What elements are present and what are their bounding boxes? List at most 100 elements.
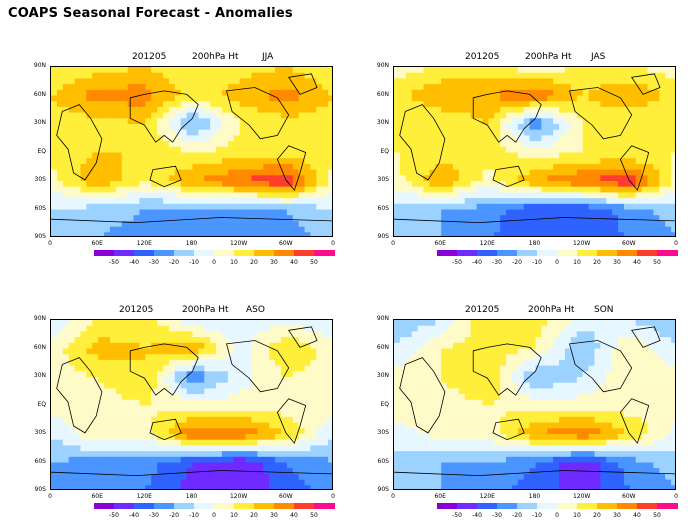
anomaly-cell: [275, 152, 282, 159]
anomaly-cell: [488, 67, 495, 74]
anomaly-cell: [198, 365, 205, 372]
anomaly-cell: [582, 141, 590, 148]
anomaly-cell: [629, 198, 637, 205]
anomaly-cell: [517, 203, 525, 211]
anomaly-cell: [458, 337, 466, 344]
anomaly-cell: [62, 118, 70, 125]
anomaly-cell: [647, 78, 655, 85]
anomaly-cell: [488, 84, 495, 91]
anomaly-cell: [275, 169, 282, 176]
anomaly-cell: [588, 106, 596, 114]
anomaly-cell: [606, 203, 613, 211]
anomaly-cell: [163, 175, 170, 182]
anomaly-cell: [553, 325, 560, 332]
anomaly-cell: [56, 428, 64, 435]
anomaly-cell: [168, 359, 176, 367]
anomaly-cell: [157, 382, 164, 389]
anomaly-cell: [257, 226, 264, 233]
anomaly-cell: [328, 203, 332, 211]
anomaly-cell: [659, 342, 666, 350]
anomaly-cell: [174, 462, 182, 469]
anomaly-cell: [494, 84, 501, 91]
anomaly-cell: [292, 394, 300, 401]
anomaly-cell: [139, 399, 146, 407]
anomaly-cell: [429, 203, 436, 211]
anomaly-cell: [286, 112, 294, 119]
anomaly-cell: [275, 181, 282, 188]
anomaly-cell: [80, 141, 87, 148]
anomaly-cell: [541, 209, 548, 216]
anomaly-cell: [139, 439, 146, 446]
anomaly-cell: [452, 192, 460, 199]
anomaly-cell: [80, 456, 87, 464]
anomaly-cell: [74, 354, 82, 361]
anomaly-cell: [606, 371, 613, 378]
anomaly-cell: [470, 342, 478, 350]
colorbar-swatch: [314, 250, 335, 256]
anomaly-cell: [157, 84, 164, 91]
anomaly-cell: [168, 95, 176, 102]
anomaly-cell: [399, 106, 407, 114]
anomaly-cell: [470, 135, 478, 142]
anomaly-cell: [292, 405, 300, 412]
anomaly-cell: [245, 175, 253, 182]
anomaly-cell: [570, 354, 578, 361]
anomaly-cell: [98, 331, 105, 338]
anomaly-cell: [394, 106, 401, 114]
anomaly-cell: [227, 428, 235, 435]
anomaly-cell: [133, 462, 141, 469]
anomaly-cell: [145, 181, 152, 188]
anomaly-cell: [286, 354, 294, 361]
anomaly-cell: [133, 399, 141, 407]
colorbar-swatch: [294, 250, 315, 256]
anomaly-cell: [629, 135, 637, 142]
anomaly-cell: [659, 337, 666, 344]
anomaly-cell: [286, 365, 294, 372]
anomaly-cell: [239, 67, 247, 74]
anomaly-cell: [109, 422, 117, 429]
anomaly-cell: [174, 473, 182, 481]
anomaly-cell: [109, 67, 117, 74]
anomaly-cell: [298, 192, 306, 199]
anomaly-cell: [488, 118, 495, 125]
anomaly-cell: [210, 428, 217, 435]
anomaly-cell: [523, 325, 531, 332]
anomaly-cell: [304, 152, 312, 159]
anomaly-cell: [115, 434, 123, 441]
anomaly-cell: [394, 175, 401, 182]
anomaly-cell: [411, 371, 419, 378]
anomaly-cell: [606, 175, 613, 182]
anomaly-cell: [51, 416, 58, 424]
anomaly-cell: [665, 220, 672, 228]
anomaly-cell: [139, 434, 146, 441]
anomaly-cell: [186, 325, 194, 332]
anomaly-cell: [429, 95, 436, 102]
anomaly-cell: [647, 106, 655, 114]
anomaly-cell: [304, 220, 312, 228]
anomaly-cell: [641, 215, 649, 222]
anomaly-cell: [405, 152, 413, 159]
anomaly-cell: [464, 152, 472, 159]
anomaly-cell: [500, 163, 507, 171]
anomaly-cell: [316, 198, 323, 205]
anomaly-cell: [476, 342, 484, 350]
anomaly-cell: [210, 141, 217, 148]
anomaly-cell: [322, 445, 329, 452]
anomaly-cell: [62, 331, 70, 338]
coastline: [56, 104, 103, 181]
anomaly-cell: [180, 118, 188, 125]
anomaly-cell: [494, 331, 501, 338]
anomaly-cell: [168, 89, 176, 97]
anomaly-cell: [564, 84, 572, 91]
anomaly-cell: [133, 89, 141, 97]
anomaly-cell: [198, 192, 205, 199]
anomaly-cell: [168, 72, 176, 79]
anomaly-cell: [227, 209, 235, 216]
anomaly-cell: [227, 479, 235, 486]
anomaly-cell: [435, 141, 442, 148]
anomaly-cell: [80, 348, 87, 355]
anomaly-cell: [204, 342, 211, 350]
anomaly-cell: [328, 72, 332, 79]
anomaly-cell: [204, 320, 211, 327]
anomaly-cell: [429, 348, 436, 355]
